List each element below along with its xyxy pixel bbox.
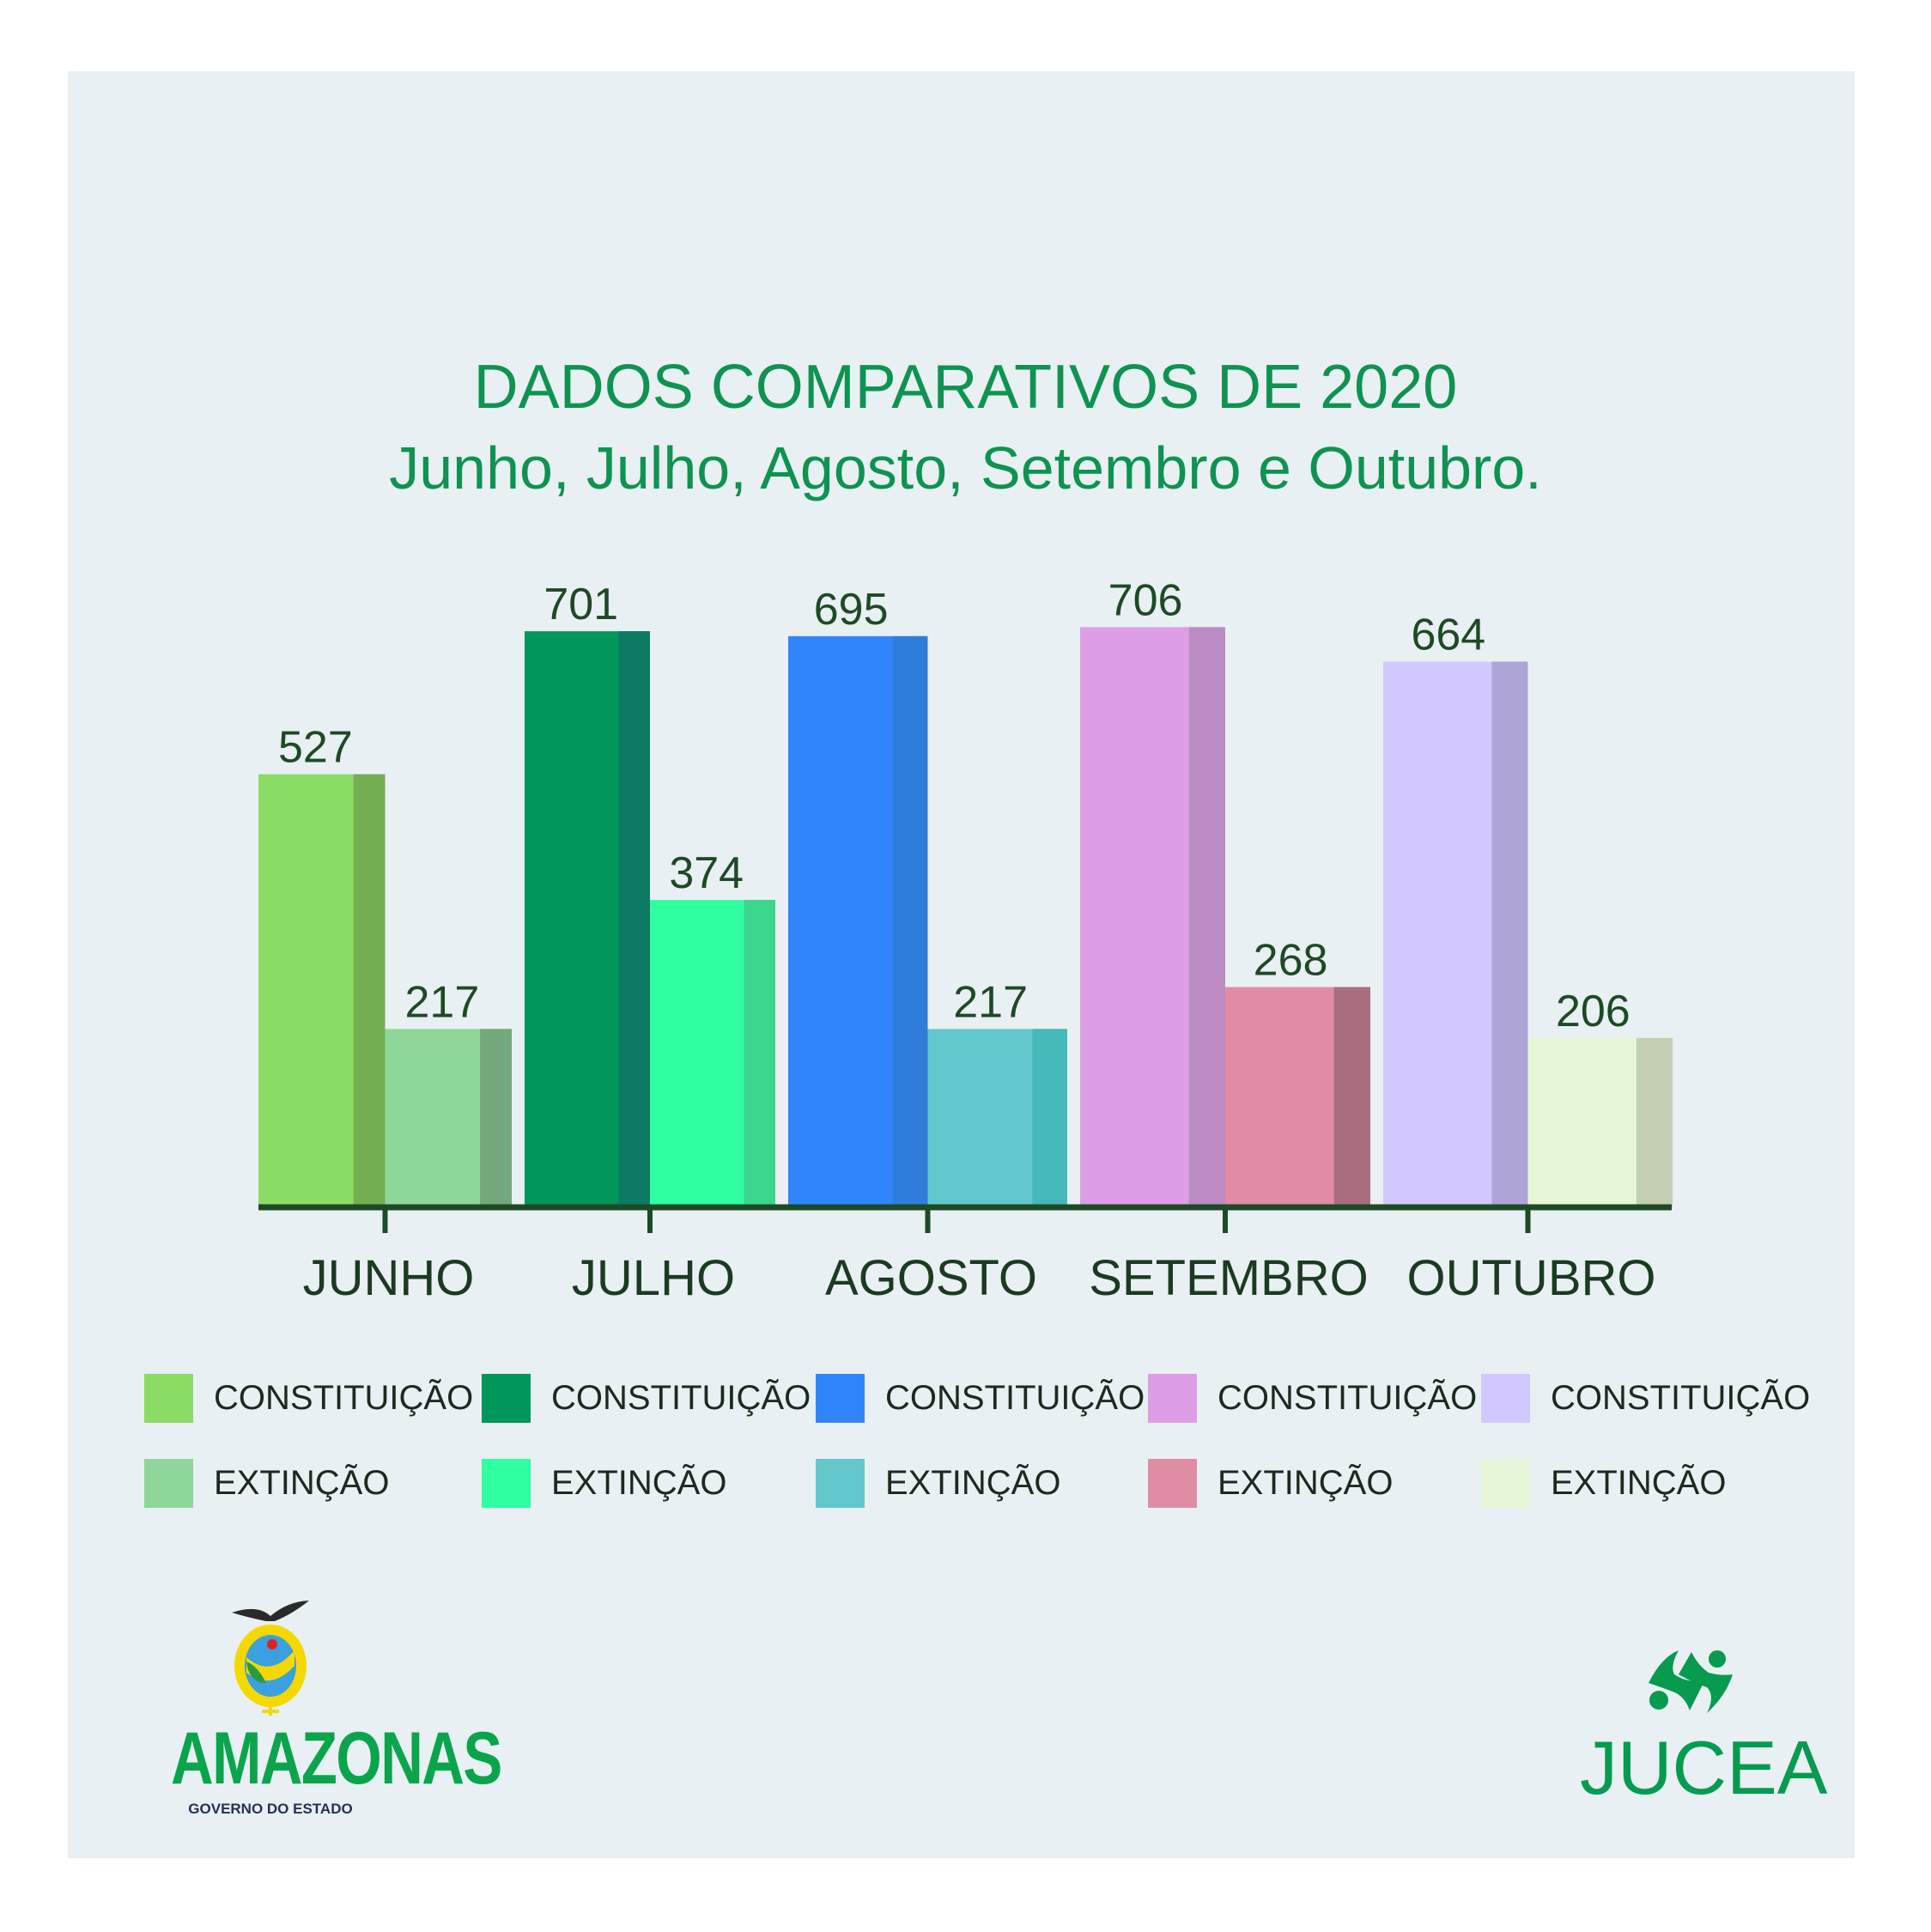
legend-swatch (1148, 1374, 1197, 1423)
jucea-symbol-icon (1649, 1650, 1733, 1713)
chart-title: DADOS COMPARATIVOS DE 2020 (473, 353, 1458, 422)
legend-swatch (482, 1459, 531, 1508)
amazonas-logo: AMAZONAS GOVERNO DO ESTADO (146, 1597, 502, 1818)
bar-shade-constituicao-outubro (1491, 661, 1528, 1207)
jucea-logo: JUCEA (1580, 1649, 1828, 1810)
legend-item-constituicao-setembro: CONSTITUIÇÃO (1148, 1374, 1477, 1423)
data-label-extincao-setembro: 268 (1254, 936, 1328, 986)
amazonas-logo-subtext: GOVERNO DO ESTADO (188, 1801, 353, 1817)
data-label-constituicao-setembro: 706 (1108, 575, 1183, 625)
legend-item-extincao-junho: EXTINÇÃO (144, 1459, 389, 1508)
legend-label: CONSTITUIÇÃO (885, 1379, 1145, 1417)
legend-label: CONSTITUIÇÃO (551, 1379, 811, 1417)
data-label-extincao-junho: 217 (404, 977, 479, 1027)
bar-shade-extincao-junho (480, 1029, 512, 1207)
legend-item-extincao-outubro: EXTINÇÃO (1481, 1459, 1726, 1508)
legend-swatch (482, 1374, 531, 1423)
data-label-constituicao-outubro: 664 (1411, 611, 1485, 660)
data-label-constituicao-junho: 527 (278, 723, 353, 773)
bar-shade-extincao-agosto (1032, 1029, 1067, 1207)
x-tick-label-outubro: OUTUBRO (1407, 1250, 1656, 1306)
jucea-logo-text: JUCEA (1580, 1725, 1828, 1810)
legend-item-extincao-julho: EXTINÇÃO (482, 1459, 726, 1508)
legend-swatch (816, 1374, 865, 1423)
data-label-constituicao-julho: 701 (543, 580, 618, 629)
legend-item-extincao-agosto: EXTINÇÃO (816, 1459, 1060, 1508)
bar-shade-constituicao-junho (353, 774, 386, 1207)
legend-swatch (1148, 1459, 1197, 1508)
x-tick-label-agosto: AGOSTO (825, 1250, 1037, 1306)
legend-label: EXTINÇÃO (1551, 1464, 1727, 1502)
data-label-extincao-agosto: 217 (953, 977, 1028, 1027)
legend-label: CONSTITUIÇÃO (1551, 1379, 1811, 1417)
legend-label: CONSTITUIÇÃO (214, 1379, 474, 1417)
legend-item-constituicao-julho: CONSTITUIÇÃO (482, 1374, 811, 1423)
legend-item-constituicao-agosto: CONSTITUIÇÃO (816, 1374, 1145, 1423)
coat-of-arms-icon (232, 1601, 309, 1716)
bar-shade-constituicao-julho (618, 631, 650, 1207)
legend-swatch (144, 1459, 193, 1508)
chart-subtitle: Junho, Julho, Agosto, Setembro e Outubro… (389, 434, 1542, 501)
x-tick-label-julho: JULHO (572, 1250, 735, 1306)
legend-swatch (1481, 1374, 1530, 1423)
legend-item-constituicao-outubro: CONSTITUIÇÃO (1481, 1374, 1810, 1423)
bar-chart: 527 217 JUNHO 701 374 JULHO 695 217 AGOSTO 706 268… (258, 575, 1673, 1306)
legend-item-constituicao-junho: CONSTITUIÇÃO (144, 1374, 473, 1423)
bar-shade-extincao-setembro (1333, 987, 1370, 1207)
bar-shade-extincao-outubro (1636, 1037, 1673, 1207)
bar-shade-constituicao-agosto (892, 635, 928, 1207)
x-tick-label-junho: JUNHO (303, 1250, 475, 1306)
legend-label: EXTINÇÃO (551, 1464, 727, 1502)
legend-item-extincao-setembro: EXTINÇÃO (1148, 1459, 1393, 1508)
legend-swatch (816, 1459, 865, 1508)
legend-swatch (144, 1374, 193, 1423)
x-tick-label-setembro: SETEMBRO (1089, 1250, 1369, 1306)
data-label-extincao-julho: 374 (669, 848, 744, 898)
legend-label: EXTINÇÃO (885, 1464, 1061, 1502)
bar-shade-extincao-julho (744, 900, 775, 1207)
legend-label: EXTINÇÃO (1218, 1464, 1394, 1502)
legend-label: CONSTITUIÇÃO (1218, 1379, 1478, 1417)
data-label-extincao-outubro: 206 (1556, 987, 1630, 1036)
amazonas-logo-text: AMAZONAS (171, 1717, 502, 1800)
data-label-constituicao-agosto: 695 (814, 585, 889, 635)
legend-swatch (1481, 1459, 1530, 1508)
legend-label: EXTINÇÃO (214, 1464, 390, 1502)
bar-shade-constituicao-setembro (1188, 627, 1225, 1207)
